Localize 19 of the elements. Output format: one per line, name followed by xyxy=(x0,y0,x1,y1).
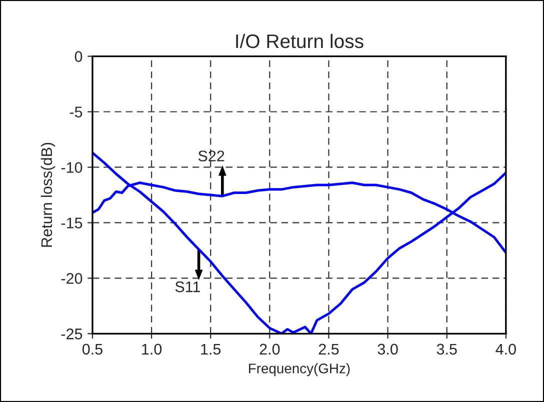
annotation: S11 xyxy=(175,281,200,292)
y-tick-label: -10 xyxy=(61,162,82,173)
y-tick-label: 0 xyxy=(74,51,82,62)
x-axis-title: Frequency(GHz) xyxy=(249,363,350,376)
x-tick-label: 1.0 xyxy=(142,344,162,355)
x-tick-label: 2.5 xyxy=(318,344,339,355)
x-tick-label: 2.0 xyxy=(260,344,280,355)
y-tick-label: -5 xyxy=(70,106,82,118)
annotation: S22 xyxy=(198,150,224,162)
y-tick-label: -25 xyxy=(61,328,82,340)
y-tick-label: -15 xyxy=(61,218,82,228)
x-tick-label: 3.5 xyxy=(436,344,457,355)
x-tick-label: 0.5 xyxy=(82,344,102,355)
x-tick-label: 4.0 xyxy=(496,344,516,355)
x-tick-label: 1.5 xyxy=(201,344,221,355)
y-axis-title: Return loss(dB) xyxy=(40,142,56,247)
x-tick-label: 3.0 xyxy=(378,344,398,355)
chart-title: I/O Return loss xyxy=(236,34,364,48)
y-tick-label: -20 xyxy=(61,273,82,284)
